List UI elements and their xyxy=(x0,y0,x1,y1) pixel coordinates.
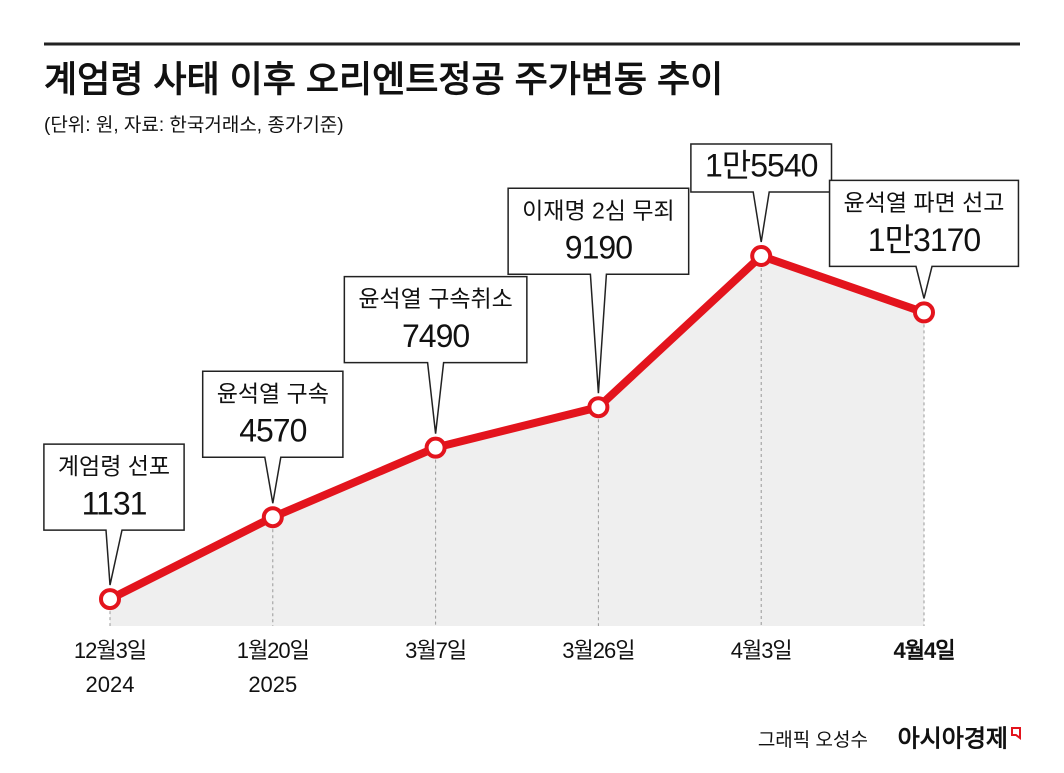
callout-box xyxy=(828,179,1020,299)
point xyxy=(99,588,121,611)
callout-box xyxy=(690,143,833,243)
point xyxy=(261,506,284,529)
callout-box xyxy=(201,370,344,504)
annotation: 윤석열 파면 선고 xyxy=(844,190,1005,216)
annotation: 계엄령 선포 xyxy=(58,453,170,479)
callout: 9190 이재명 2심 무죄 xyxy=(507,187,690,394)
value-label: 7490 xyxy=(402,318,469,354)
credit: 그래픽 오성수 xyxy=(758,729,868,751)
brand-icon xyxy=(1011,727,1021,740)
value-label: 4570 xyxy=(239,413,306,449)
callout: 4570 윤석열 구속 xyxy=(201,370,344,504)
x-tick-label: 12월3일 xyxy=(74,638,146,663)
x-year-label: 2025 xyxy=(248,672,297,697)
chart-title: 계엄령 사태 이후 오리엔트정공 주가변동 추이 xyxy=(44,59,723,100)
callout-box xyxy=(43,443,185,586)
x-tick-label: 1월20일 xyxy=(237,638,309,663)
x-tick-label: 4월3일 xyxy=(731,638,792,663)
value-label: 1만3170 xyxy=(868,222,981,258)
point xyxy=(424,436,447,459)
brand: 아시아경제 xyxy=(898,725,1008,752)
point xyxy=(913,301,935,324)
callout-box xyxy=(507,187,690,394)
chart-subtitle: (단위: 원, 자료: 한국거래소, 종가기준) xyxy=(44,114,344,136)
x-year-label: 2024 xyxy=(86,672,135,697)
plot: 1131 계엄령 선포 4570 윤석열 구속 7490 윤석열 구속취소 9190 이재명 … xyxy=(43,143,1020,697)
line xyxy=(108,252,926,603)
point xyxy=(587,396,610,419)
value-label: 9190 xyxy=(565,230,632,266)
callout: 7490 윤석열 구속취소 xyxy=(343,275,528,434)
annotation: 윤석열 구속취소 xyxy=(358,286,513,312)
callout-box xyxy=(343,275,528,434)
callout: 1만3170 윤석열 파면 선고 xyxy=(828,179,1020,299)
callout: 1만5540 xyxy=(690,143,833,243)
annotation: 이재명 2심 무죄 xyxy=(522,197,675,223)
value-label: 1131 xyxy=(82,486,147,522)
point xyxy=(750,245,773,267)
value-label: 1만5540 xyxy=(705,147,818,183)
area xyxy=(110,256,924,626)
x-tick-label: 3월7일 xyxy=(405,638,466,663)
annotation: 윤석열 구속 xyxy=(217,380,329,406)
x-tick-label: 3월26일 xyxy=(562,638,634,663)
callout: 1131 계엄령 선포 xyxy=(43,443,185,586)
x-tick-label: 4월4일 xyxy=(894,638,955,663)
